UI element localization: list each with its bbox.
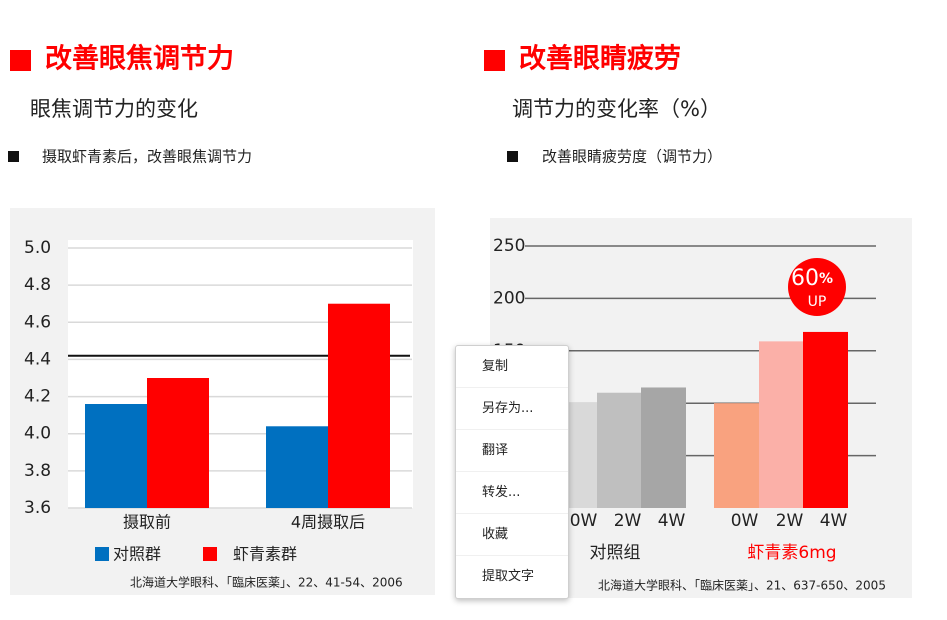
y-tick-label: 3.6: [24, 498, 51, 518]
bar: [714, 403, 759, 508]
section-icon: [484, 50, 505, 71]
bullet-icon: [8, 151, 19, 162]
bullet-icon: [507, 151, 518, 162]
section-icon: [10, 50, 31, 71]
x-tick-label: 摄取前: [123, 513, 171, 532]
bar: [328, 303, 390, 508]
menu-item[interactable]: 翻译: [456, 430, 568, 472]
bullet-text: 改善眼睛疲劳度（调节力）: [542, 148, 722, 166]
y-tick-label: 4.8: [24, 275, 51, 295]
y-tick-label: 4.2: [24, 387, 51, 407]
section-subtitle: 眼焦调节力的变化: [30, 97, 198, 121]
badge: [788, 258, 846, 316]
source-note: 北海道大学眼科、「臨床医薬」、22、41-54、2006: [130, 575, 403, 590]
y-tick-label: 4.0: [24, 424, 51, 444]
bar: [147, 378, 209, 508]
x-tick-label: 4W: [820, 511, 848, 531]
menu-item[interactable]: 收藏: [456, 514, 568, 556]
bar: [759, 341, 804, 508]
bullet-text: 摄取虾青素后，改善眼焦调节力: [42, 148, 252, 166]
section-title: 改善眼焦调节力: [45, 43, 234, 75]
badge-value: 60%: [791, 266, 833, 291]
y-tick-label: 5.0: [24, 238, 51, 258]
x-tick-label: 0W: [731, 511, 759, 531]
menu-item[interactable]: 另存为...: [456, 388, 568, 430]
legend-swatch: [95, 547, 109, 561]
bar: [641, 387, 686, 508]
group-label: 对照组: [590, 543, 641, 563]
x-tick-label: 0W: [570, 511, 598, 531]
menu-item[interactable]: 复制: [456, 346, 568, 388]
menu-item[interactable]: 转发...: [456, 472, 568, 514]
bar: [85, 404, 147, 508]
y-tick-label: 250: [493, 236, 525, 256]
group-label: 虾青素6mg: [747, 543, 836, 563]
badge-unit: %: [819, 271, 833, 287]
x-tick-label: 4W: [658, 511, 686, 531]
bar: [266, 426, 328, 508]
x-tick-label: 2W: [614, 511, 642, 531]
legend-swatch: [203, 547, 217, 561]
bar: [803, 331, 848, 508]
x-tick-label: 2W: [776, 511, 804, 531]
menu-item[interactable]: 提取文字: [482, 569, 535, 584]
legend-label: 虾青素群: [233, 545, 297, 564]
section-title: 改善眼睛疲劳: [519, 43, 681, 75]
x-tick-label: 4周摄取后: [291, 513, 365, 532]
y-tick-label: 4.4: [24, 349, 51, 369]
y-tick-label: 4.6: [24, 312, 51, 332]
section-subtitle: 调节力的变化率（%）: [512, 97, 721, 121]
context-menu: 复制 另存为... 翻译 转发... 收藏提取文字: [455, 345, 569, 599]
y-tick-label: 3.8: [24, 461, 51, 481]
badge-number: 60: [791, 266, 819, 291]
legend-label: 对照群: [113, 545, 161, 564]
y-tick-label: 200: [493, 288, 525, 308]
source-note: 北海道大学眼科、「臨床医薬」、21、637-650、2005: [598, 578, 886, 593]
badge-label: UP: [808, 294, 827, 310]
bar: [597, 392, 642, 508]
